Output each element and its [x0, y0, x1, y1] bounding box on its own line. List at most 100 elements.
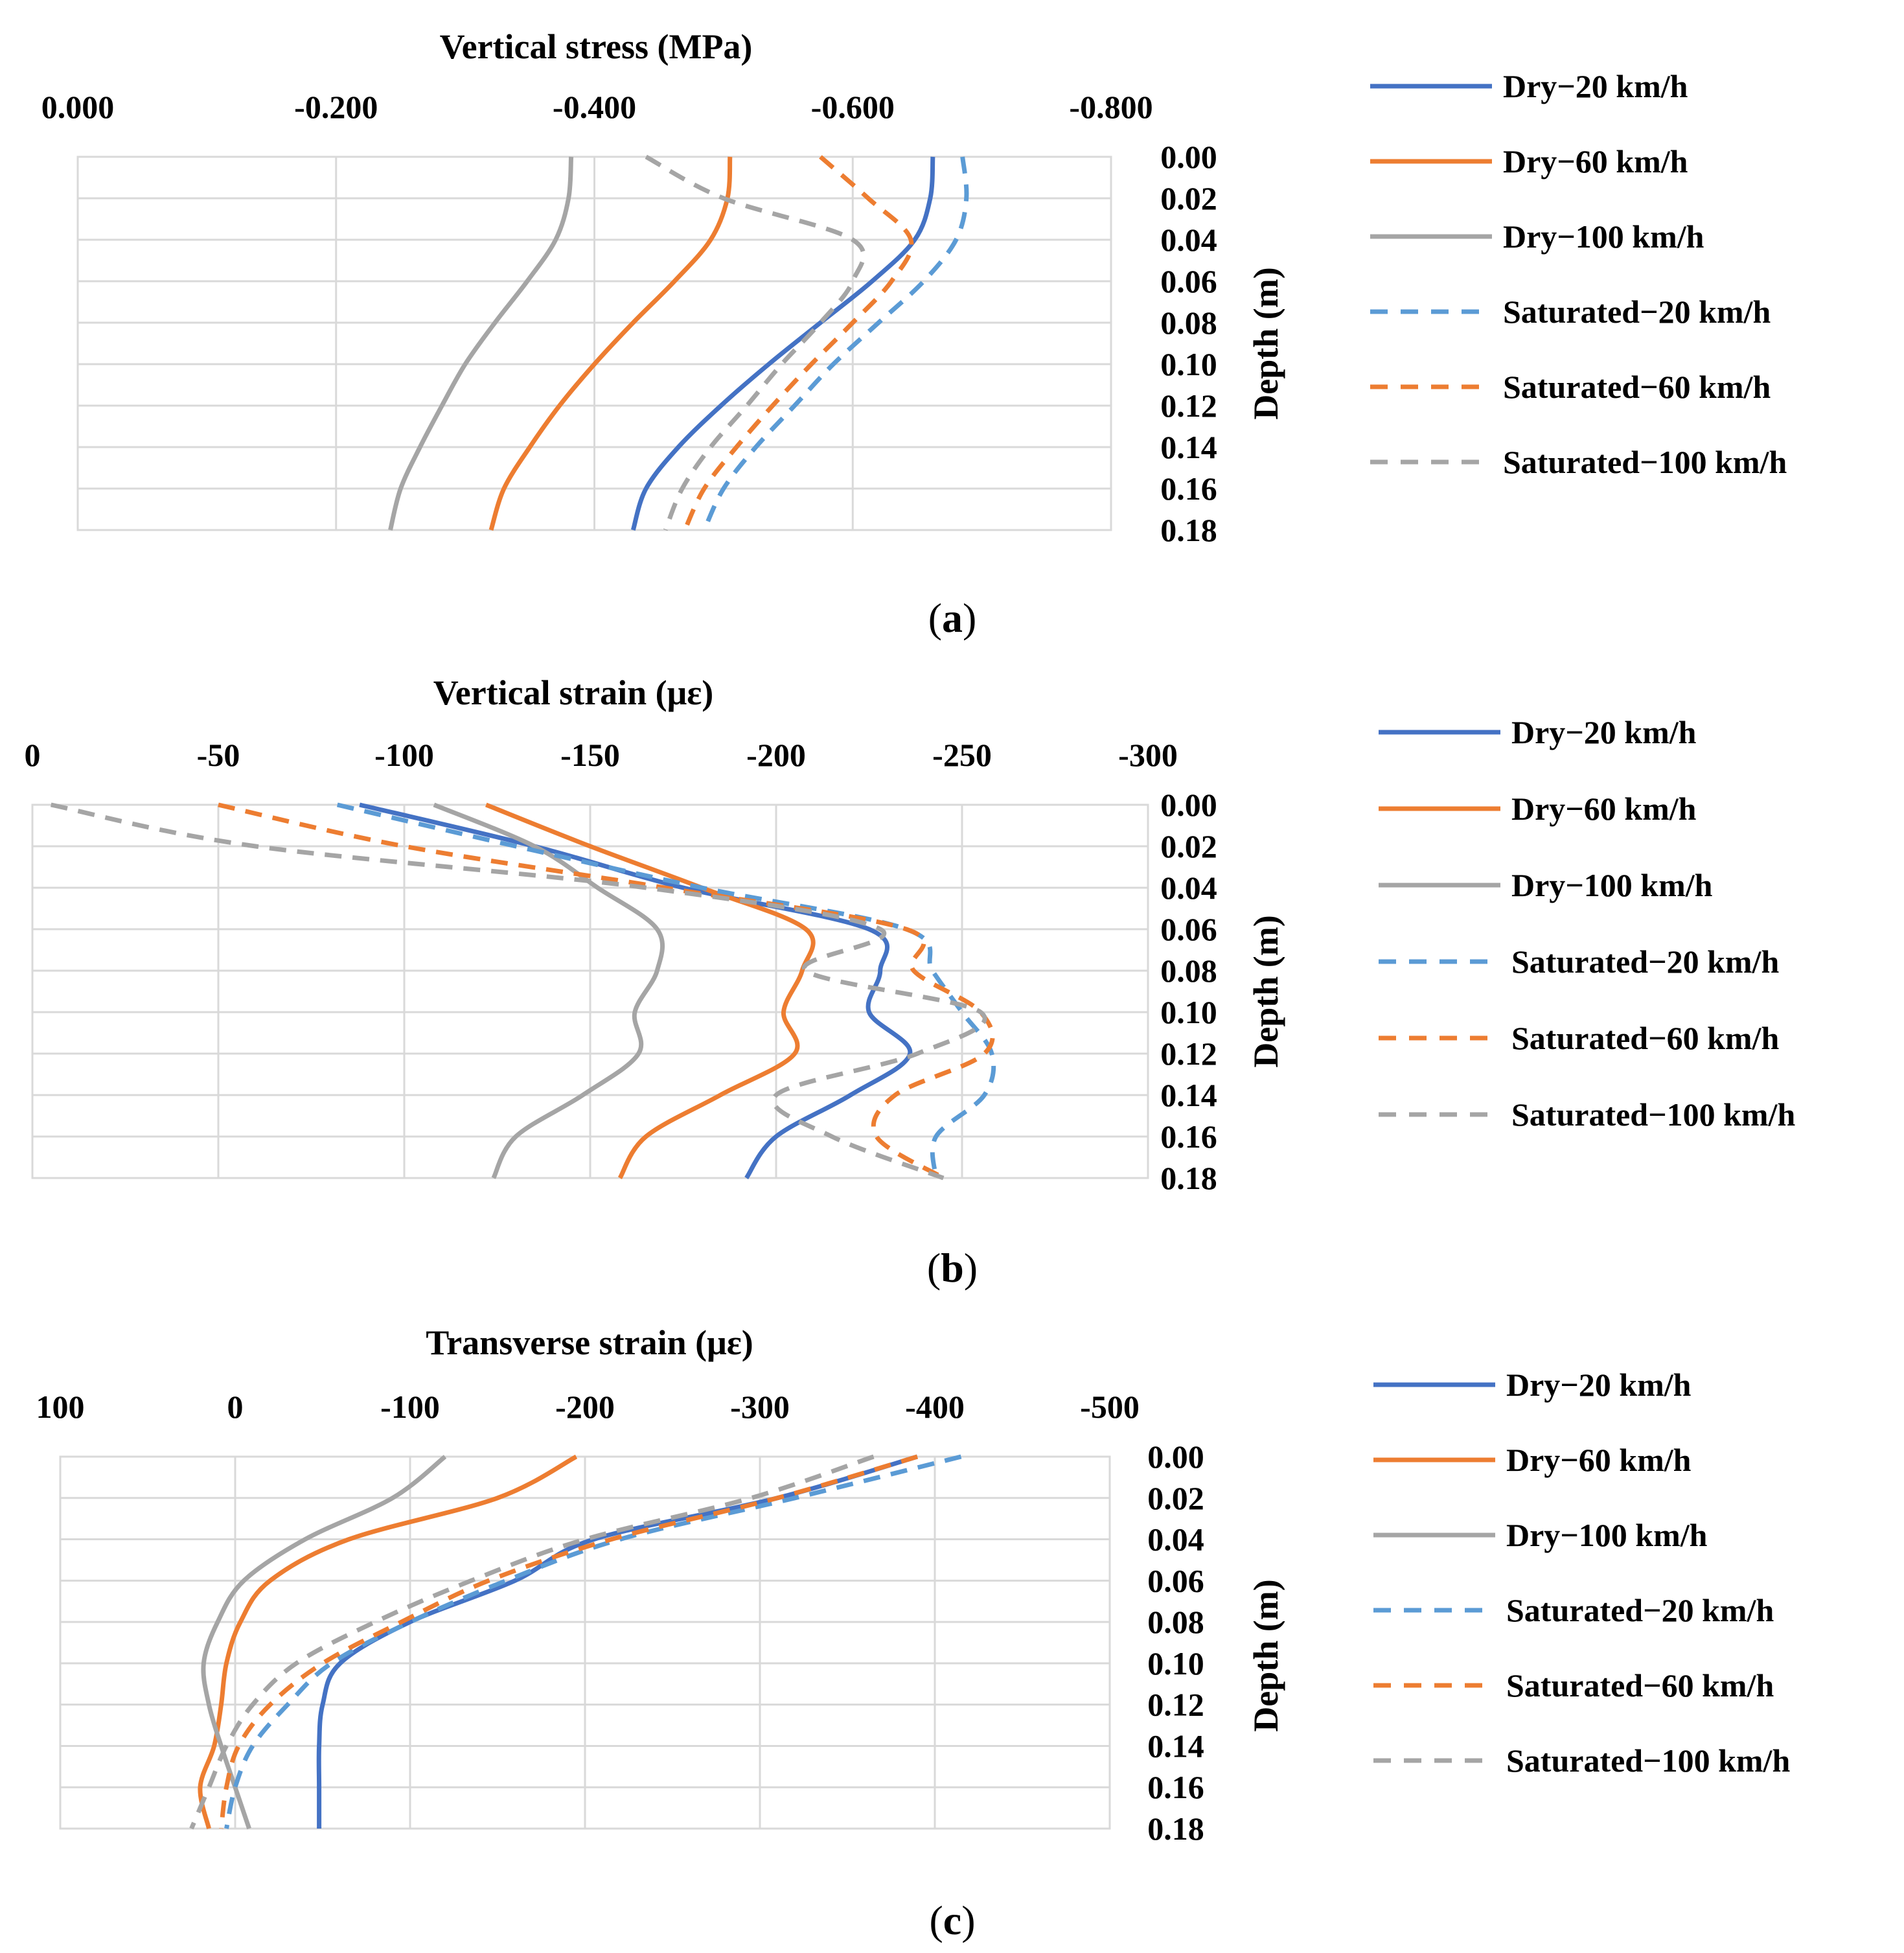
panel-b-caption: (b) — [927, 1245, 978, 1291]
panel-b-series-line-2 — [485, 802, 816, 1179]
panel-a-legend-label: Saturated−100 km/h — [1503, 444, 1787, 480]
panel-b-y-tick-label: 0.14 — [1160, 1077, 1217, 1113]
panel-a-series-line-4 — [702, 156, 969, 531]
panel-c-y-tick-label: 0.06 — [1147, 1562, 1204, 1599]
panel-c-y-tick-label: 0.12 — [1147, 1687, 1204, 1723]
panel-a-y-tick-label: 0.18 — [1160, 512, 1217, 548]
panel-a-legend-label: Dry−60 km/h — [1503, 143, 1688, 179]
panel-a-y-tick-label: 0.12 — [1160, 387, 1217, 424]
panel-c-x-tick-label: -300 — [730, 1389, 790, 1425]
panel-c-y-tick-label: 0.02 — [1147, 1480, 1204, 1516]
panel-b-x-axis-title: Vertical strain (με) — [433, 673, 714, 712]
panel-c-legend-label: Saturated−100 km/h — [1506, 1742, 1790, 1779]
panel-b-plot-area: 0 -50 -100 -150 -200 -250 -300 0.00 0.02 0.04 0.06… — [25, 737, 1217, 1196]
panel-c-legend-label: Dry−60 km/h — [1506, 1442, 1692, 1478]
panel-a-legend: Dry−20 km/h Dry−60 km/h Dry−100 km/h Satura… — [1370, 68, 1787, 480]
panel-a-series-line-1 — [630, 156, 935, 531]
panel-b-series-line-1 — [359, 802, 913, 1180]
panel-c-y-tick-label: 0.04 — [1147, 1521, 1204, 1558]
panel-a-series-line-2 — [488, 156, 733, 531]
panel-c: Transverse strain (με) Depth (m) 100 0 -10… — [36, 1323, 1791, 1943]
panel-b-legend-label: Dry−60 km/h — [1511, 791, 1697, 827]
panel-c-legend: Dry−20 km/h Dry−60 km/h Dry−100 km/h Satura… — [1373, 1367, 1790, 1779]
panel-a-series-line-5 — [682, 155, 914, 531]
panel-b-y-tick-label: 0.10 — [1160, 994, 1217, 1030]
panel-c-legend-label: Saturated−60 km/h — [1506, 1667, 1774, 1704]
panel-b-legend-label: Saturated−60 km/h — [1511, 1020, 1779, 1056]
panel-b-y-tick-label: 0.16 — [1160, 1118, 1217, 1155]
panel-a-y-tick-label: 0.06 — [1160, 263, 1217, 299]
panel-c-series-line-3 — [201, 1455, 447, 1830]
panel-c-x-tick-label: -400 — [905, 1389, 965, 1425]
panel-c-y-tick-label: 0.08 — [1147, 1604, 1204, 1640]
panel-a-x-axis-title: Vertical stress (MPa) — [440, 27, 753, 66]
panel-b-legend-label: Saturated−20 km/h — [1511, 943, 1779, 980]
panel-b-legend-label: Dry−100 km/h — [1511, 867, 1713, 903]
panel-a-legend-label: Dry−20 km/h — [1503, 68, 1688, 104]
panel-c-x-tick-label: -200 — [555, 1389, 615, 1425]
panel-a-y-axis-title: Depth (m) — [1246, 267, 1285, 419]
panel-a-plot-frame — [76, 156, 1112, 531]
panel-a-series-line-3 — [388, 156, 574, 531]
panel-b-series-line-4 — [336, 802, 996, 1179]
panel-a-y-tick-label: 0.16 — [1160, 470, 1217, 507]
panel-a-y-tick-label: 0.04 — [1160, 222, 1217, 258]
panel-b-y-tick-label: 0.18 — [1160, 1160, 1217, 1196]
panel-a-x-tick-label: -0.800 — [1069, 89, 1153, 125]
panel-b-legend-label: Saturated−100 km/h — [1511, 1096, 1795, 1133]
panel-b-series-line-6 — [51, 802, 987, 1181]
panel-a-x-tick-label: -0.200 — [294, 89, 378, 125]
panel-b-y-tick-label: 0.00 — [1160, 787, 1217, 823]
panel-c-x-tick-label: -100 — [380, 1389, 440, 1425]
panel-c-caption: (c) — [929, 1897, 975, 1943]
panel-b-x-tick-label: -250 — [932, 737, 992, 773]
panel-b: Vertical strain (με) Depth (m) 0 -50 -100 -… — [25, 673, 1796, 1291]
panel-c-y-axis-title: Depth (m) — [1246, 1579, 1285, 1731]
panel-c-x-tick-label: 0 — [227, 1389, 244, 1425]
panel-a-caption: (a) — [928, 595, 977, 641]
panel-a-y-tick-label: 0.02 — [1160, 180, 1217, 216]
panel-b-y-tick-label: 0.12 — [1160, 1035, 1217, 1072]
panel-a-x-tick-label: -0.400 — [553, 89, 636, 125]
panel-a-y-tick-label: 0.10 — [1160, 346, 1217, 382]
panel-c-y-tick-label: 0.00 — [1147, 1439, 1204, 1475]
panel-c-series-line-4 — [224, 1454, 962, 1829]
panel-a: Vertical stress (MPa) Depth (m) 0.000 -0.… — [41, 27, 1787, 641]
panel-c-series-line-5 — [218, 1454, 918, 1829]
panel-c-plot-frame — [59, 1455, 1111, 1830]
panel-c-y-tick-label: 0.10 — [1147, 1645, 1204, 1681]
panel-b-x-tick-label: -300 — [1118, 737, 1178, 773]
panel-b-y-axis-title: Depth (m) — [1246, 915, 1285, 1067]
panel-b-x-tick-label: -100 — [374, 737, 434, 773]
panel-c-series-line-6 — [189, 1454, 875, 1830]
panel-b-x-tick-label: 0 — [25, 737, 41, 773]
panel-a-y-tick-label: 0.14 — [1160, 429, 1217, 465]
panel-a-y-tick-label: 0.00 — [1160, 139, 1217, 175]
panel-b-x-tick-label: -200 — [746, 737, 806, 773]
panel-c-y-tick-label: 0.16 — [1147, 1769, 1204, 1805]
panel-a-x-tick-label: -0.600 — [811, 89, 895, 125]
panel-b-y-tick-label: 0.08 — [1160, 953, 1217, 989]
panel-a-series-line-6 — [645, 154, 866, 531]
panel-b-y-tick-label: 0.04 — [1160, 870, 1217, 906]
panel-b-x-tick-label: -50 — [197, 737, 240, 773]
panel-c-y-tick-label: 0.14 — [1147, 1728, 1204, 1764]
panel-b-plot-frame — [31, 803, 1149, 1179]
panel-c-x-tick-label: -500 — [1080, 1389, 1140, 1425]
panel-c-legend-label: Dry−100 km/h — [1506, 1517, 1708, 1553]
panel-a-y-tick-label: 0.08 — [1160, 305, 1217, 341]
panel-b-legend-label: Dry−20 km/h — [1511, 714, 1697, 750]
panel-a-x-tick-label: 0.000 — [41, 89, 115, 125]
panel-c-series-line-2 — [198, 1454, 578, 1829]
panel-b-legend: Dry−20 km/h Dry−60 km/h Dry−100 km/h Satura… — [1379, 714, 1795, 1133]
panel-b-y-tick-label: 0.02 — [1160, 828, 1217, 864]
panel-b-series-line-5 — [218, 802, 995, 1181]
panel-a-legend-label: Dry−100 km/h — [1503, 218, 1704, 255]
panel-b-series-line-3 — [433, 802, 665, 1179]
panel-c-x-axis-title: Transverse strain (με) — [426, 1323, 753, 1362]
panel-b-x-tick-label: -150 — [560, 737, 620, 773]
panel-c-legend-label: Dry−20 km/h — [1506, 1367, 1692, 1403]
panel-c-x-tick-label: 100 — [36, 1389, 85, 1425]
